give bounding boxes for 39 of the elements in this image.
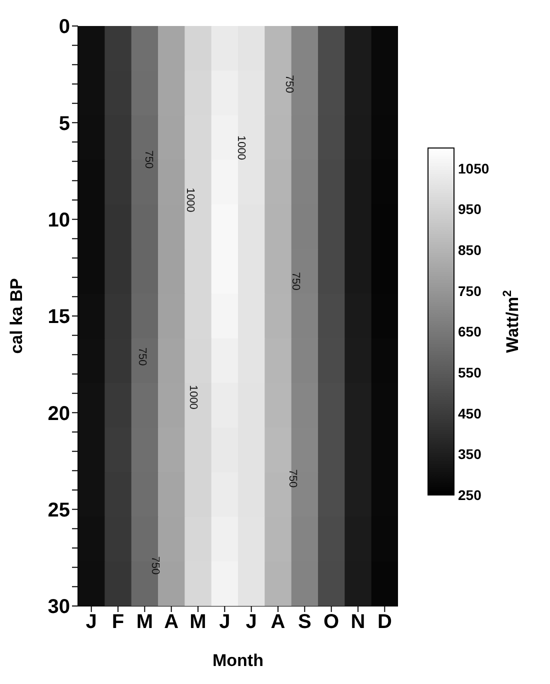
y-tick-label: 30: [48, 596, 70, 618]
annotation: 750: [286, 469, 298, 488]
x-tick-label: O: [324, 611, 340, 634]
y-tick-label: 0: [58, 16, 70, 38]
annotation: 750: [136, 347, 148, 366]
x-tick-label: J: [86, 611, 97, 634]
color-bar-label: 250: [458, 487, 482, 503]
color-bar-label: 650: [458, 324, 482, 340]
annotation: 750: [142, 150, 154, 169]
x-axis-title: Month: [212, 651, 264, 670]
y-axis-title: cal ka BP: [7, 278, 26, 354]
y-tick-label: 25: [48, 499, 70, 522]
x-tick-label: N: [350, 611, 366, 634]
color-bar-label: 550: [458, 364, 482, 381]
y-tick-label: 10: [48, 209, 70, 232]
color-bar-label: 450: [458, 405, 482, 422]
x-tick-label: A: [164, 611, 179, 634]
x-tick-label: S: [298, 611, 312, 634]
color-bar-label: 850: [458, 242, 482, 258]
annotation: 1000: [235, 136, 248, 160]
x-tick-label: A: [270, 611, 286, 634]
x-tick-label: J: [219, 611, 230, 634]
x-tick-label: J: [246, 611, 257, 634]
annotation: 750: [148, 556, 161, 575]
color-bar-label: 350: [458, 446, 482, 462]
annotation: 750: [290, 272, 302, 290]
x-tick-label: F: [112, 611, 124, 634]
color-bar-label: 1050: [458, 160, 490, 176]
y-tick-label: 20: [48, 402, 70, 425]
annotation: 1000: [187, 384, 200, 410]
x-tick-label: M: [136, 611, 154, 634]
y-tick-label: 5: [58, 112, 70, 135]
x-tick-label: D: [377, 611, 392, 634]
y-tick-label: 15: [48, 306, 70, 328]
color-bar-label: 750: [458, 282, 482, 299]
x-tick-label: M: [190, 611, 206, 634]
annotation: 750: [283, 74, 296, 94]
color-bar-label: 950: [458, 201, 482, 218]
annotation: 1000: [184, 188, 196, 212]
